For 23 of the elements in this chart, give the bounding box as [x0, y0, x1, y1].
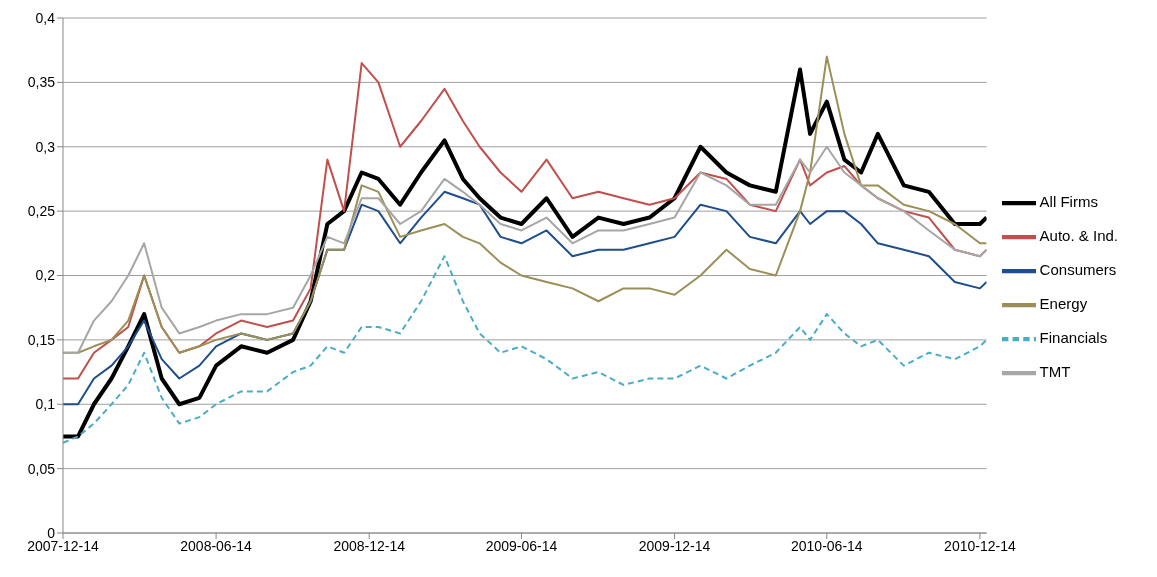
x-tick-label: 2010-06-14	[791, 537, 863, 554]
x-tick-label: 2009-06-14	[485, 537, 558, 554]
y-tick-label: 0,25	[27, 203, 56, 220]
legend-label: TMT	[1039, 362, 1071, 380]
legend-label: Financials	[1039, 328, 1108, 346]
legend-label: All Firms	[1039, 192, 1098, 210]
x-tick-label: 2008-12-14	[333, 537, 406, 554]
y-tick-label: 0,1	[35, 396, 56, 413]
y-tick-label: 0,35	[27, 74, 56, 91]
x-tick-label: 2010-12-14	[944, 537, 1016, 554]
line-series	[63, 255, 987, 444]
x-tick-label: 2009-12-14	[638, 537, 711, 554]
legend-label: Consumers	[1039, 260, 1117, 278]
y-tick-label: 0,2	[35, 267, 56, 284]
y-tick-label: 0,05	[27, 460, 56, 477]
y-tick-label: 0,3	[35, 138, 56, 155]
legend-label: Auto. & Ind.	[1039, 226, 1118, 244]
y-tick-label: 0,15	[27, 331, 56, 348]
x-tick-label: 2008-06-14	[180, 537, 253, 554]
line-series	[63, 67, 987, 439]
line-series	[63, 145, 987, 354]
y-tick-label: 0,4	[35, 9, 56, 26]
legend-label: Energy	[1039, 294, 1088, 312]
